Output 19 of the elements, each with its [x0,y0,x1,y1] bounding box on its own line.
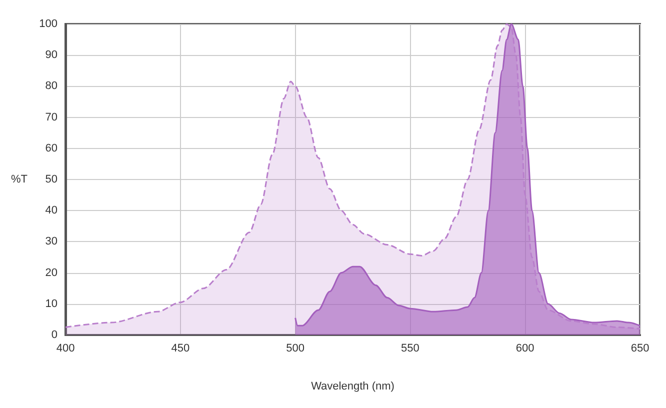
y-tick-label: 60 [45,142,58,154]
x-tick-label: 450 [171,342,190,354]
y-axis-title: %T [11,174,28,186]
y-tick-label: 20 [45,266,58,279]
y-tick-label: 100 [39,18,58,30]
x-tick-label: 500 [286,342,304,354]
y-tick-label: 10 [45,298,58,310]
y-tick-label: 50 [45,174,58,186]
y-tick-label: 70 [45,111,58,124]
y-tick-label: 30 [45,236,58,248]
y-tick-label: 90 [45,49,58,62]
x-tick-label: 650 [630,342,650,354]
x-tick-label: 550 [401,342,420,354]
y-tick-label: 40 [45,204,58,217]
x-tick-label: 400 [56,342,75,354]
y-tick-label: 80 [45,80,58,92]
x-tick-label: 600 [516,342,534,354]
y-tick-label: 0 [51,329,58,341]
x-axis-title: Wavelength (nm) [311,380,394,392]
